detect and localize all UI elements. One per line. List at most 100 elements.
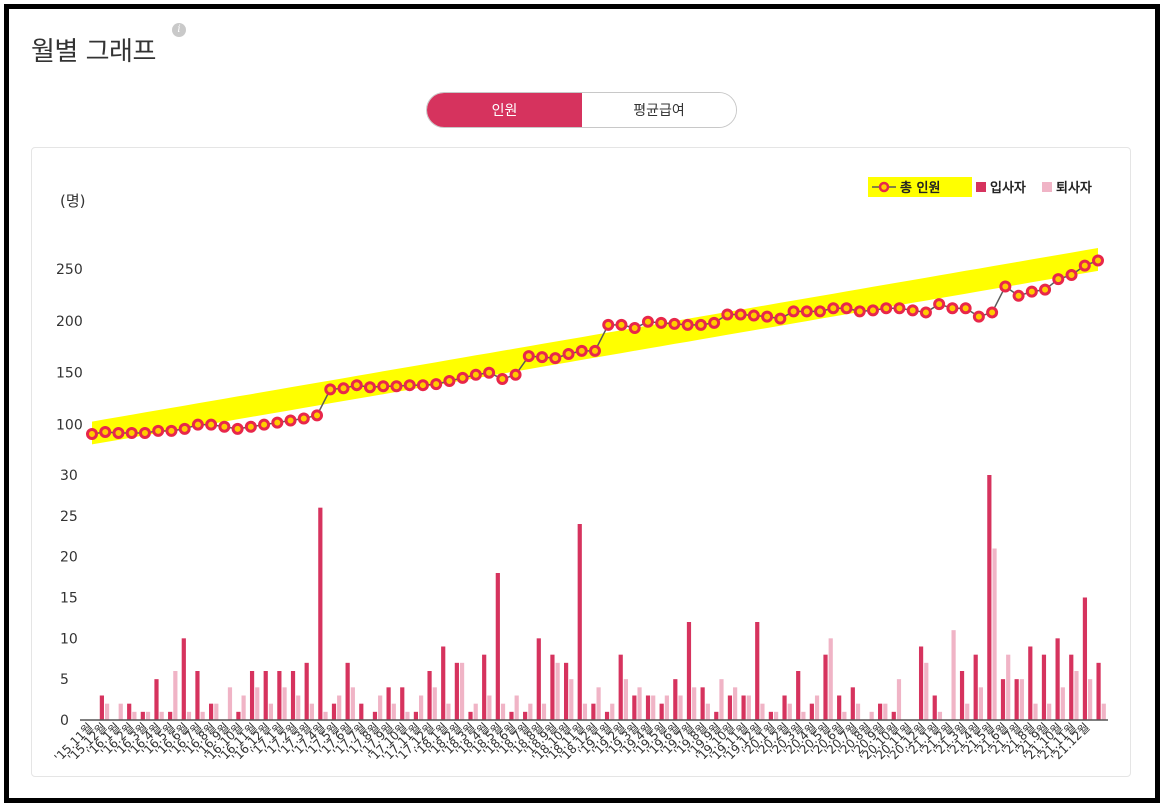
leave-bar: [623, 679, 629, 720]
total-point: [880, 302, 893, 315]
hire-bar: [1000, 679, 1006, 720]
legend-swatch-leave: [1042, 182, 1052, 192]
total-point: [986, 306, 999, 319]
total-point: [1025, 285, 1038, 298]
hire-bar: [127, 703, 132, 720]
total-point: [86, 428, 98, 441]
total-point: [363, 381, 376, 394]
leave-bar: [514, 695, 519, 720]
hire-bar: [427, 671, 432, 720]
info-icon[interactable]: i: [172, 23, 186, 37]
legend-marker-swatch: [878, 181, 890, 193]
leave-bar: [378, 695, 383, 720]
legend-highlight: [868, 177, 972, 197]
tab-headcount[interactable]: 인원: [427, 93, 582, 127]
total-point: [1078, 259, 1091, 272]
leave-bar: [200, 711, 205, 720]
total-point: [258, 418, 271, 431]
leave-bar: [760, 703, 765, 720]
tab-average-salary[interactable]: 평균급여: [582, 93, 736, 127]
bar-axis-tick: 10: [60, 631, 78, 647]
total-point: [483, 366, 496, 379]
total-point: [496, 372, 509, 385]
bar-axis-tick: 0: [60, 713, 69, 729]
total-point: [1065, 269, 1078, 282]
leave-bar: [391, 703, 396, 720]
hire-bar: [809, 703, 814, 720]
legend-label-total: 총 인원: [900, 180, 940, 196]
total-point: [615, 318, 628, 331]
hire-bar: [673, 679, 678, 720]
leave-bar: [965, 703, 970, 720]
leave-bar: [842, 711, 847, 720]
total-point: [681, 318, 694, 331]
bar-axis-tick: 25: [60, 509, 78, 525]
total-point: [218, 420, 231, 433]
hire-bar: [509, 711, 514, 720]
total-point: [152, 424, 165, 437]
leave-bar: [159, 711, 164, 720]
total-point: [827, 302, 840, 315]
hire-bar: [209, 703, 214, 720]
hire-bar: [495, 573, 500, 720]
legend-label-hire: 입사자: [990, 180, 1026, 196]
total-point: [403, 379, 416, 392]
hire-bar: [1055, 638, 1060, 720]
leave-bar: [241, 695, 246, 720]
hire-bar: [441, 646, 446, 720]
hire-bar: [372, 711, 378, 720]
total-axis-tick: 100: [56, 418, 83, 434]
total-point: [443, 375, 456, 388]
leave-bar: [337, 695, 342, 720]
hire-bar: [618, 654, 623, 720]
bar-axis-tick: 30: [60, 468, 78, 484]
total-point: [1052, 273, 1065, 286]
hire-bar: [168, 711, 173, 720]
hire-bar: [1014, 679, 1019, 720]
leave-bar: [596, 687, 601, 720]
total-point: [138, 427, 151, 439]
leave-bar: [678, 695, 683, 720]
total-point: [972, 310, 985, 323]
monthly-chart: (명) 총 인원 입사자 퇴사자 100 150 200 250 0 5 10 15 20 25…: [52, 177, 1108, 765]
leave-bar: [787, 703, 792, 720]
total-axis-tick: 200: [56, 314, 83, 330]
leave-bar: [309, 703, 314, 720]
hire-bar: [932, 695, 937, 720]
hire-bar: [823, 654, 828, 720]
leave-bar: [255, 687, 260, 720]
total-point: [99, 425, 112, 438]
legend-swatch-hire: [976, 182, 986, 192]
leave-bar: [419, 695, 424, 720]
hire-bar: [550, 654, 555, 720]
hire-bar: [468, 711, 473, 720]
total-point: [734, 308, 747, 321]
hire-bar: [386, 687, 391, 720]
hire-bar: [850, 687, 855, 720]
hire-bar: [263, 671, 268, 720]
total-point: [324, 383, 337, 396]
leave-bar: [323, 711, 328, 720]
hire-bar: [1096, 662, 1101, 720]
hire-bar: [891, 711, 896, 720]
leave-bar: [487, 695, 492, 720]
hire-bar: [755, 622, 760, 720]
window-frame: 월별 그래프 i 인원 평균급여 (명) 총 인원 입사자 퇴사자 100 150…: [4, 4, 1160, 803]
hire-bar: [1082, 597, 1088, 720]
total-point: [575, 344, 588, 357]
hire-bar: [563, 662, 569, 720]
leave-bar: [459, 662, 465, 720]
leave-bar: [992, 548, 997, 720]
total-point: [231, 422, 244, 435]
hire-bar: [195, 671, 200, 720]
leave-bar: [664, 695, 669, 720]
hire-bar: [837, 695, 842, 720]
hire-bar: [796, 671, 801, 720]
leave-bar: [924, 662, 929, 720]
total-point: [814, 305, 827, 318]
leave-bar: [173, 671, 178, 720]
leave-bar: [227, 687, 233, 720]
total-point: [774, 312, 787, 325]
total-point: [509, 368, 522, 381]
total-point: [271, 416, 284, 429]
